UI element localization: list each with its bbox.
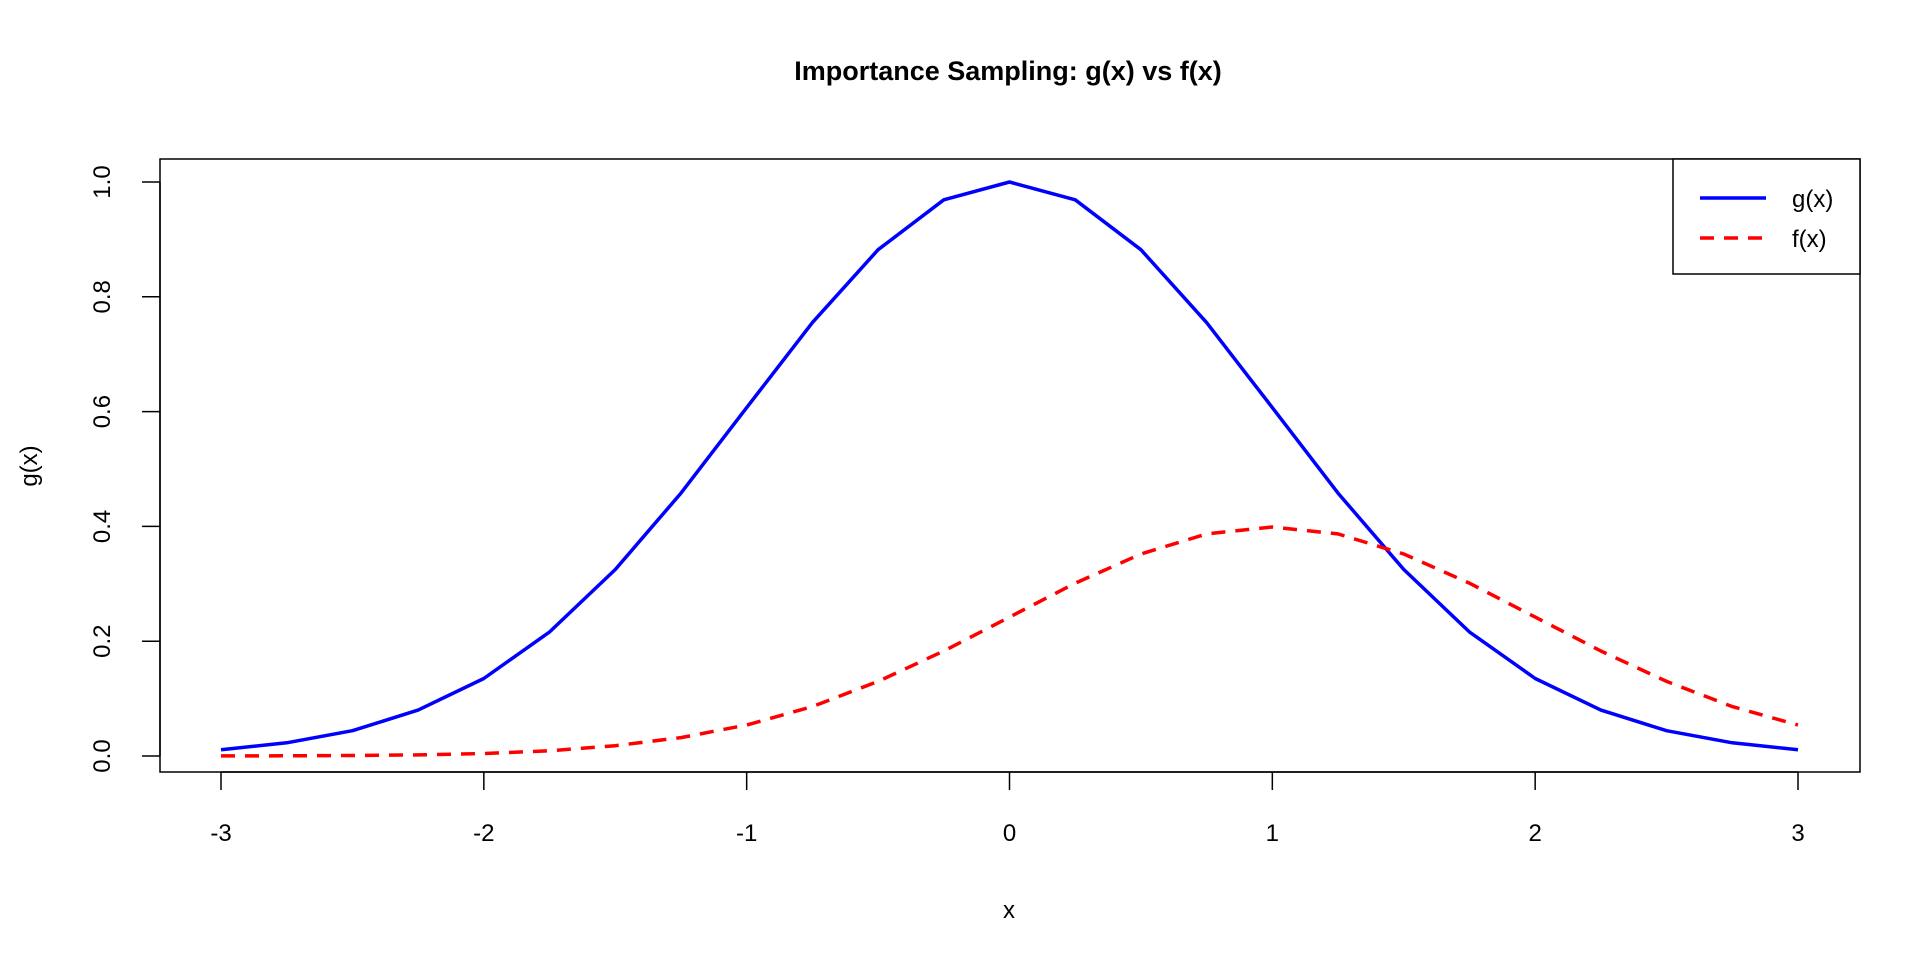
- legend-label: g(x): [1792, 186, 1833, 213]
- x-tick-label: -2: [473, 820, 494, 847]
- legend-label: f(x): [1792, 226, 1827, 253]
- y-tick-label: 0.0: [89, 739, 116, 772]
- x-axis-label: x: [1003, 897, 1015, 924]
- y-tick-label: 0.2: [89, 625, 116, 658]
- y-tick-label: 0.4: [89, 510, 116, 543]
- plot-frame: [159, 158, 1861, 773]
- y-axis-ticks: 0.0 0.2 0.4 0.6 0.8 1.0: [89, 165, 160, 773]
- series-layer: [220, 180, 1799, 758]
- y-axis-label: g(x): [16, 445, 43, 486]
- x-tick-label: 2: [1528, 820, 1541, 847]
- legend-box: [1672, 158, 1861, 275]
- legend: g(x) f(x): [1672, 158, 1861, 275]
- y-tick-label: 0.6: [89, 395, 116, 428]
- series-line-g: [220, 180, 1799, 752]
- y-tick-label: 0.8: [89, 280, 116, 313]
- x-tick-label: 0: [1003, 820, 1016, 847]
- series-line-f: [220, 525, 1799, 758]
- chart-title: Importance Sampling: g(x) vs f(x): [794, 56, 1222, 86]
- x-tick-label: 1: [1266, 820, 1279, 847]
- x-tick-label: -3: [210, 820, 231, 847]
- y-tick-label: 1.0: [89, 165, 116, 198]
- x-tick-label: 3: [1791, 820, 1804, 847]
- x-tick-label: -1: [736, 820, 757, 847]
- x-axis-ticks: -3 -2 -1 0 1 2 3: [210, 772, 1805, 847]
